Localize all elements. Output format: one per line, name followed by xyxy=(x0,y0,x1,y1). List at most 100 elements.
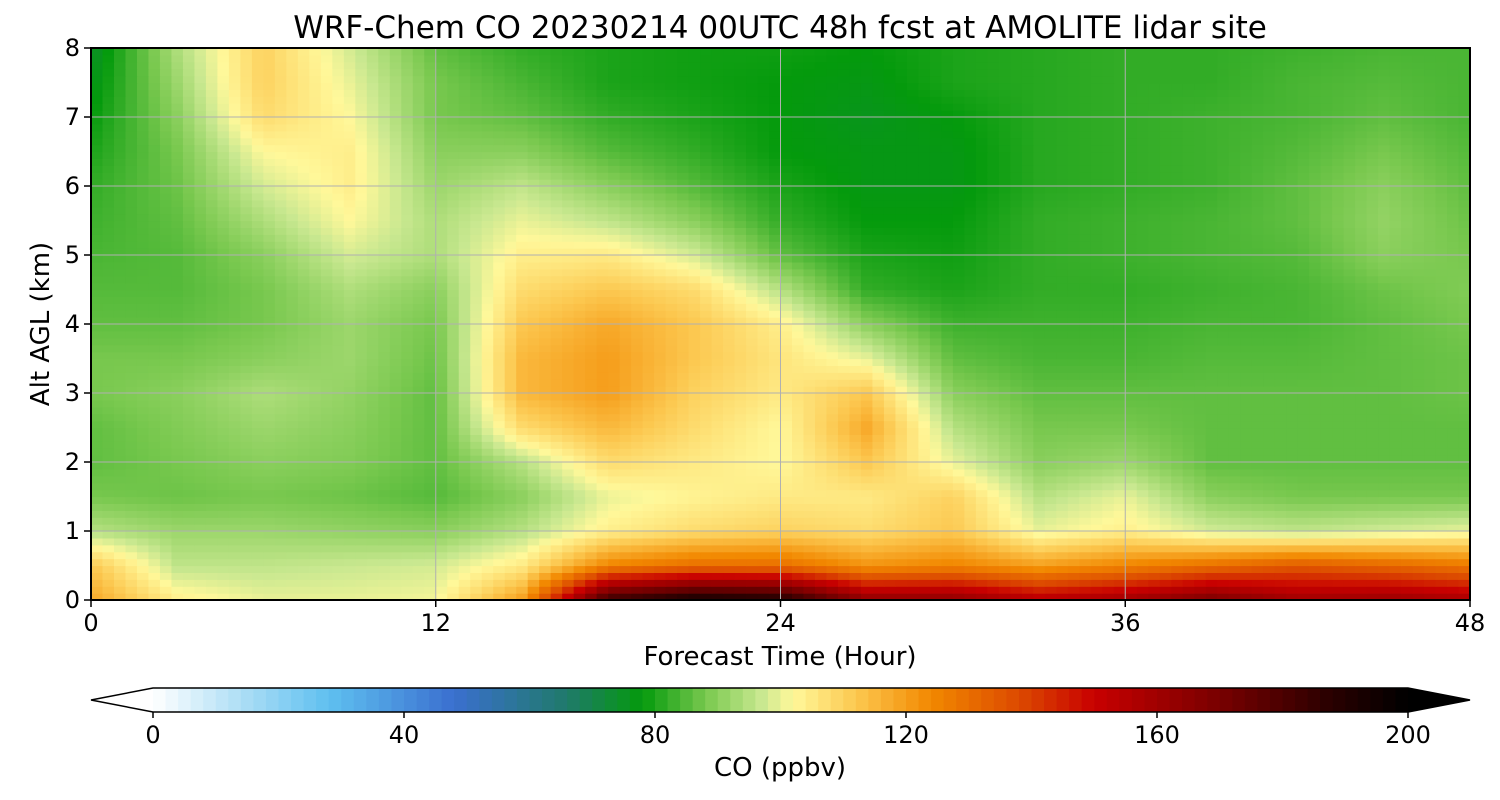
heatmap-cell xyxy=(952,531,965,539)
heatmap-cell xyxy=(1343,344,1356,353)
heatmap-cell xyxy=(274,503,287,511)
heatmap-cell xyxy=(194,558,207,567)
heatmap-cell xyxy=(814,393,828,401)
heatmap-cell xyxy=(723,337,736,346)
heatmap-cell xyxy=(1228,441,1241,449)
heatmap-cell xyxy=(1309,317,1322,325)
heatmap-cell xyxy=(228,386,241,394)
heatmap-cell xyxy=(895,544,908,553)
heatmap-cell xyxy=(1297,489,1310,498)
heatmap-cell xyxy=(182,420,196,429)
heatmap-cell xyxy=(343,558,356,567)
heatmap-cell xyxy=(1366,358,1379,366)
heatmap-cell xyxy=(1366,586,1379,594)
heatmap-cell xyxy=(1320,317,1333,325)
heatmap-cell xyxy=(987,489,1000,498)
heatmap-cell xyxy=(791,358,805,366)
heatmap-cell xyxy=(470,393,483,401)
heatmap-cell xyxy=(688,468,701,477)
heatmap-cell xyxy=(987,317,1000,325)
heatmap-cell xyxy=(1194,393,1207,401)
heatmap-cell xyxy=(700,324,713,332)
heatmap-cell xyxy=(665,310,678,318)
heatmap-cell xyxy=(1136,358,1149,366)
heatmap-cell xyxy=(1274,489,1287,498)
heatmap-cell xyxy=(642,565,655,573)
heatmap-cell xyxy=(435,537,448,546)
heatmap-cell xyxy=(1102,524,1115,532)
heatmap-cell xyxy=(596,358,609,366)
heatmap-cell xyxy=(677,496,690,504)
heatmap-cell xyxy=(424,462,437,470)
heatmap-cell xyxy=(1021,358,1034,366)
heatmap-cell xyxy=(447,462,460,470)
heatmap-cell xyxy=(1194,351,1207,360)
heatmap-cell xyxy=(401,475,414,484)
heatmap-cell xyxy=(906,399,919,408)
heatmap-cell xyxy=(1033,489,1046,498)
heatmap-cell xyxy=(1171,427,1184,435)
heatmap-cell xyxy=(941,441,954,449)
heatmap-cell xyxy=(688,413,701,422)
heatmap-cell xyxy=(171,393,184,401)
heatmap-cell xyxy=(1343,399,1356,408)
heatmap-cell xyxy=(493,420,506,429)
heatmap-cell xyxy=(401,468,414,477)
heatmap-cell xyxy=(803,517,816,525)
heatmap-cell xyxy=(918,455,931,463)
heatmap-cell xyxy=(493,344,506,353)
heatmap-cell xyxy=(378,413,391,422)
heatmap-cell xyxy=(1366,489,1379,498)
heatmap-cell xyxy=(251,337,264,346)
heatmap-cell xyxy=(424,551,437,560)
heatmap-cell xyxy=(550,455,563,463)
heatmap-cell xyxy=(941,572,954,580)
heatmap-cell xyxy=(389,344,402,353)
heatmap-cell xyxy=(251,558,264,567)
heatmap-cell xyxy=(182,365,196,373)
heatmap-cell xyxy=(251,365,264,373)
heatmap-cell xyxy=(803,524,816,532)
heatmap-cell xyxy=(1355,441,1368,449)
heatmap-cell xyxy=(1159,413,1172,422)
heatmap-cell xyxy=(1067,358,1080,366)
heatmap-cell xyxy=(194,586,207,594)
heatmap-cell xyxy=(171,537,184,546)
heatmap-cell xyxy=(1102,482,1115,491)
heatmap-cell xyxy=(1412,482,1425,491)
heatmap-cell xyxy=(470,413,483,422)
heatmap-cell xyxy=(872,510,885,518)
heatmap-cell xyxy=(1401,551,1414,560)
heatmap-cell xyxy=(826,455,839,463)
heatmap-cell xyxy=(102,310,115,318)
heatmap-cell xyxy=(1424,434,1437,442)
heatmap-cell xyxy=(1309,593,1322,600)
heatmap-cell xyxy=(458,503,471,511)
heatmap-cell xyxy=(205,572,219,580)
heatmap-cell xyxy=(1458,344,1470,353)
heatmap-cell xyxy=(1148,393,1161,401)
heatmap-cell xyxy=(159,406,173,415)
heatmap-cell xyxy=(355,551,368,560)
heatmap-cell xyxy=(1240,399,1253,408)
heatmap-cell xyxy=(757,517,770,525)
heatmap-cell xyxy=(746,531,759,539)
heatmap-cell xyxy=(1056,441,1069,449)
heatmap-cell xyxy=(1297,379,1310,387)
heatmap-cell xyxy=(1320,524,1333,532)
heatmap-cell xyxy=(1286,544,1299,553)
heatmap-cell xyxy=(320,565,333,573)
heatmap-cell xyxy=(1010,586,1023,594)
heatmap-cell xyxy=(1159,434,1172,442)
heatmap-cell xyxy=(424,524,437,532)
heatmap-cell xyxy=(412,482,425,491)
heatmap-cell xyxy=(1366,317,1379,325)
heatmap-cell xyxy=(769,351,782,360)
heatmap-cell xyxy=(1366,324,1379,332)
heatmap-cell xyxy=(1033,420,1046,429)
heatmap-cell xyxy=(493,358,506,366)
heatmap-cell xyxy=(906,468,919,477)
heatmap-cell xyxy=(883,413,897,422)
heatmap-cell xyxy=(1355,365,1368,373)
heatmap-cell xyxy=(987,441,1000,449)
